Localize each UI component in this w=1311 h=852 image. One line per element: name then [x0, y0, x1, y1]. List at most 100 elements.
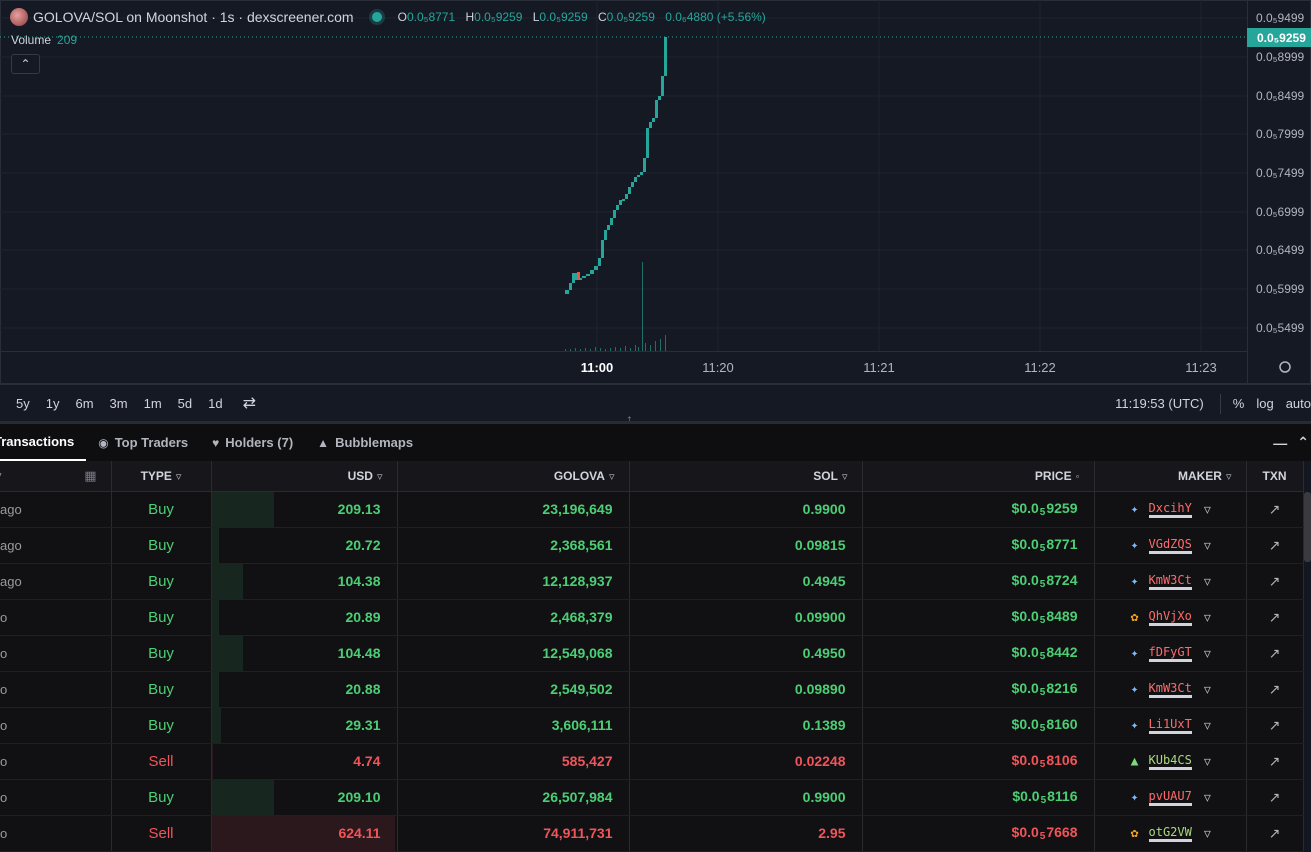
- tab-holders[interactable]: ♥ Holders (7): [200, 424, 305, 461]
- golova-cell: 2,368,561: [397, 527, 630, 564]
- maker-address-link[interactable]: Li1UxT: [1148, 717, 1192, 734]
- volume-bar: [630, 348, 631, 351]
- golova-cell: 26,507,984: [397, 779, 630, 816]
- gear-icon[interactable]: [1279, 361, 1291, 373]
- maker-address-link[interactable]: KmW3Ct: [1148, 573, 1192, 590]
- filter-icon[interactable]: ▿: [376, 470, 383, 483]
- usd-cell: 20.89: [211, 599, 398, 636]
- table-row[interactable]: o Sell 4.74 585,427 0.02248 $0.058106 ▲ KUb4CS ▿…: [0, 743, 1304, 780]
- table-row[interactable]: o Buy 104.48 12,549,068 0.4950 $0.058442 ✦ fDFy…: [0, 635, 1304, 672]
- date-range-icon[interactable]: ⇄: [242, 395, 256, 412]
- maker-cell: ✦ KmW3Ct ▿: [1094, 671, 1247, 708]
- candle: [582, 276, 586, 278]
- price-tick-label: 0.0₅6999: [1256, 205, 1305, 219]
- filter-icon[interactable]: ▿: [1203, 500, 1211, 517]
- volume-bar: [642, 262, 643, 351]
- chevron-double-up-icon[interactable]: ⌃: [1297, 434, 1309, 450]
- external-link-icon[interactable]: ↗: [1268, 680, 1281, 697]
- currency-toggle-icon[interactable]: ◦: [1075, 470, 1080, 483]
- volume-bar: [570, 349, 571, 351]
- table-row[interactable]: o Buy 20.89 2,468,379 0.09900 $0.058489 ✿ QhVjX…: [0, 599, 1304, 636]
- minimize-icon[interactable]: —: [1273, 434, 1288, 451]
- table-row[interactable]: ago Buy 209.13 23,196,649 0.9900 $0.059259 ✦ Dx…: [0, 491, 1304, 528]
- filter-icon[interactable]: ▿: [1203, 680, 1211, 697]
- table-row[interactable]: ago Buy 104.38 12,128,937 0.4945 $0.058724 ✦ Km…: [0, 563, 1304, 600]
- maker-cell: ✿ QhVjXo ▿: [1094, 599, 1247, 636]
- usd-cell: 209.13: [211, 491, 398, 528]
- filter-icon[interactable]: ▿: [1203, 824, 1211, 841]
- external-link-icon[interactable]: ↗: [1268, 572, 1281, 589]
- external-link-icon[interactable]: ↗: [1268, 752, 1281, 769]
- calendar-icon[interactable]: ▦: [84, 467, 97, 483]
- usd-volume-bar: [211, 491, 275, 526]
- timeframe-button[interactable]: 1y: [45, 395, 60, 411]
- filter-icon[interactable]: ▿: [1203, 572, 1211, 589]
- external-link-icon[interactable]: ↗: [1268, 716, 1281, 733]
- age-cell: o: [0, 671, 112, 708]
- table-scrollbar[interactable]: [1304, 492, 1311, 562]
- usd-cell: 104.38: [211, 563, 398, 600]
- table-row[interactable]: o Buy 209.10 26,507,984 0.9900 $0.058116 ✦ pvUA…: [0, 779, 1304, 816]
- maker-address-link[interactable]: KmW3Ct: [1148, 681, 1192, 698]
- maker-address-link[interactable]: otG2VW: [1148, 825, 1192, 842]
- resize-handle-icon[interactable]: ↕: [626, 411, 633, 427]
- maker-address-link[interactable]: QhVjXo: [1148, 609, 1192, 626]
- timeframe-button[interactable]: 1d: [208, 395, 223, 411]
- table-row[interactable]: o Sell 624.11 74,911,731 2.95 $0.057668 ✿ otG2V…: [0, 815, 1304, 852]
- timeframe-button[interactable]: 6m: [75, 395, 94, 411]
- filter-icon[interactable]: ▿: [1203, 608, 1211, 625]
- filter-icon[interactable]: ▿: [841, 470, 848, 483]
- candle: [577, 272, 580, 280]
- external-link-icon[interactable]: ↗: [1268, 788, 1281, 805]
- filter-icon[interactable]: ▿: [1203, 716, 1211, 733]
- price-tick-label: 0.0₅7499: [1256, 166, 1305, 180]
- tab-bubblemaps[interactable]: ▲ Bubblemaps: [305, 424, 425, 461]
- price-column-header: PRICE ◦: [862, 461, 1095, 492]
- type-cell: Buy: [111, 563, 212, 600]
- filter-icon[interactable]: ▿: [1225, 470, 1232, 483]
- table-row[interactable]: ago Buy 20.72 2,368,561 0.09815 $0.058771 ✦ VGd…: [0, 527, 1304, 564]
- external-link-icon[interactable]: ↗: [1268, 536, 1281, 553]
- auto-toggle[interactable]: auto: [1285, 396, 1311, 411]
- maker-address-link[interactable]: VGdZQS: [1148, 537, 1192, 554]
- golova-cell: 23,196,649: [397, 491, 630, 528]
- table-row[interactable]: o Buy 29.31 3,606,111 0.1389 $0.058160 ✦ Li1UxT…: [0, 707, 1304, 744]
- candle: [652, 118, 655, 122]
- current-price-tag-label: 0.0₅9259: [1257, 31, 1306, 45]
- time-tick-label: 11:20: [702, 360, 734, 375]
- timeframe-button[interactable]: 5y: [16, 395, 30, 411]
- filter-icon[interactable]: ▿: [0, 469, 2, 482]
- external-link-icon[interactable]: ↗: [1268, 644, 1281, 661]
- txn-cell: ↗: [1246, 635, 1304, 672]
- maker-address-link[interactable]: KUb4CS: [1148, 753, 1192, 770]
- filter-icon[interactable]: ▿: [1203, 788, 1211, 805]
- timeframe-button[interactable]: 1m: [143, 395, 162, 411]
- percent-toggle[interactable]: %: [1232, 396, 1245, 411]
- timeframe-button[interactable]: 5d: [177, 395, 193, 411]
- tab-top-traders[interactable]: ◉ Top Traders: [86, 424, 200, 461]
- maker-address-link[interactable]: pvUAU7: [1148, 789, 1192, 806]
- timeframe-button[interactable]: 3m: [109, 395, 128, 411]
- golova-cell: 12,128,937: [397, 563, 630, 600]
- collapse-legend-button[interactable]: ⌃: [11, 54, 40, 74]
- filter-icon[interactable]: ▿: [608, 470, 615, 483]
- sol-cell: 0.09890: [629, 671, 863, 708]
- filter-icon[interactable]: ▿: [1203, 644, 1211, 661]
- filter-icon[interactable]: ▿: [1203, 752, 1211, 769]
- maker-address-link[interactable]: fDFyGT: [1148, 645, 1192, 662]
- filter-icon[interactable]: ▿: [175, 470, 182, 483]
- maker-address-link[interactable]: DxcihY: [1148, 501, 1192, 518]
- external-link-icon[interactable]: ↗: [1268, 608, 1281, 625]
- chart-canvas[interactable]: 0.0₅9499 0.0₅8999 0.0₅8499 0.0₅7999 0.0₅7499…: [0, 0, 1311, 384]
- filter-icon[interactable]: ▿: [1203, 536, 1211, 553]
- usd-cell: 20.72: [211, 527, 398, 564]
- log-toggle[interactable]: log: [1256, 396, 1274, 411]
- price-chart[interactable]: 0.0₅9499 0.0₅8999 0.0₅8499 0.0₅7999 0.0₅7499…: [0, 0, 1311, 427]
- external-link-icon[interactable]: ↗: [1268, 500, 1281, 517]
- tab-transactions[interactable]: Transactions: [0, 424, 87, 461]
- table-row[interactable]: o Buy 20.88 2,549,502 0.09890 $0.058216 ✦ KmW3C…: [0, 671, 1304, 708]
- type-cell: Buy: [111, 707, 212, 744]
- volume-bar: [660, 339, 661, 351]
- utc-clock[interactable]: 11:19:53 (UTC): [1115, 396, 1204, 411]
- external-link-icon[interactable]: ↗: [1268, 824, 1281, 841]
